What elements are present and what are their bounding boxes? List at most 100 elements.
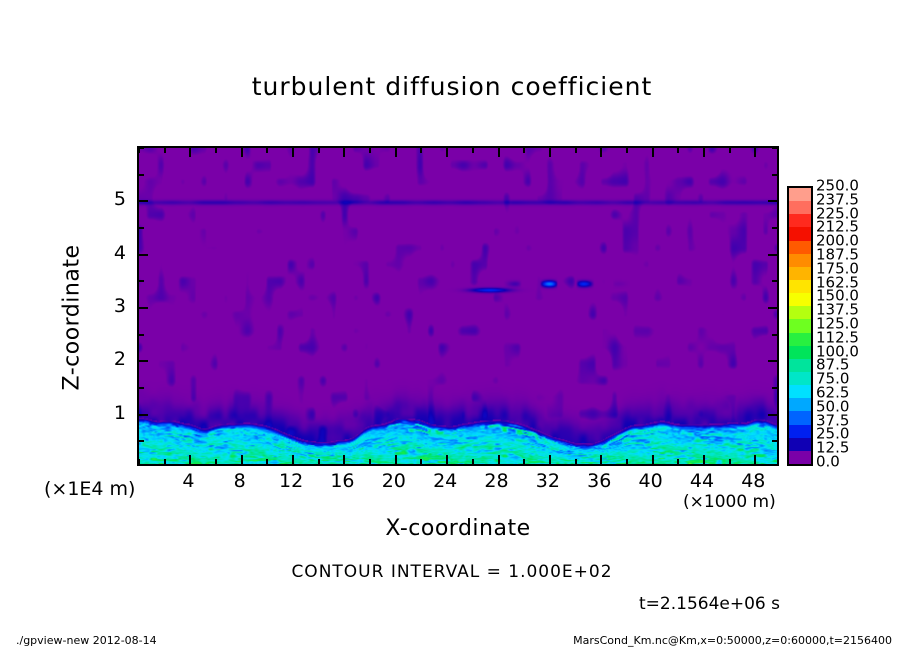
colorbar-band	[789, 306, 811, 320]
colorbar-band	[789, 411, 811, 425]
y-axis-tick	[772, 280, 777, 283]
colorbar-band	[789, 398, 811, 412]
x-axis-tick	[600, 148, 603, 157]
colorbar-band	[789, 358, 811, 372]
x-axis-tick-label: 36	[587, 470, 612, 492]
x-axis-tick	[446, 455, 449, 464]
x-axis-tick	[369, 459, 372, 464]
colorbar-band	[789, 188, 811, 202]
colorbar-tick-label: 250.0	[816, 176, 859, 195]
x-axis-tick	[548, 148, 551, 157]
x-axis-tick	[574, 148, 577, 153]
heatmap-field	[139, 148, 777, 464]
x-axis-tick-label: 16	[330, 470, 355, 492]
colorbar-tick-label: 237.5	[816, 190, 859, 209]
x-axis-tick	[317, 148, 320, 153]
colorbar-band	[789, 371, 811, 386]
y-axis-tick	[772, 148, 777, 149]
x-axis-tick	[139, 459, 140, 464]
y-axis-tick	[139, 387, 144, 389]
x-axis-tick-label: 4	[182, 470, 195, 492]
y-axis-tick-label: 4	[113, 241, 126, 264]
x-axis-tick	[651, 455, 654, 464]
colorbar-band	[789, 437, 811, 451]
colorbar-tick-label: 62.5	[816, 383, 850, 402]
time-stamp: t=2.1564e+06 s	[639, 594, 780, 614]
y-axis-tick	[772, 173, 777, 176]
x-axis-tick	[317, 459, 320, 464]
x-axis-tick	[523, 459, 526, 464]
page-title: turbulent diffusion coefficient	[251, 72, 653, 101]
x-axis-tick	[240, 455, 243, 464]
colorbar-tick-label: 75.0	[816, 369, 850, 388]
colorbar-tick-label: 187.5	[816, 245, 859, 264]
x-axis-tick	[189, 148, 192, 157]
x-axis-unit: (×1000 m)	[683, 492, 776, 512]
x-axis-tick	[369, 148, 372, 153]
x-axis-tick-label: 40	[638, 470, 663, 492]
y-axis-tick	[139, 227, 144, 229]
colorbar-tick-label: 50.0	[816, 397, 850, 416]
colorbar-band	[789, 450, 811, 464]
colorbar-tick-label: 162.5	[816, 273, 859, 292]
colorbar-tick-label: 25.0	[816, 424, 850, 443]
y-axis-tick-label: 2	[113, 348, 126, 371]
y-axis-tick-label: 5	[113, 188, 126, 211]
x-axis-tick	[625, 148, 628, 153]
y-axis-label: Z-coordinate	[59, 244, 85, 391]
y-axis-tick	[772, 440, 777, 443]
colorbar-band	[789, 227, 811, 241]
x-axis-tick	[600, 455, 603, 464]
x-axis-tick-label: 32	[535, 470, 560, 492]
x-axis-tick	[728, 148, 731, 153]
footer-command: ./gpview-new 2012-08-14	[16, 634, 157, 647]
x-axis-tick	[189, 455, 192, 464]
x-axis-tick	[240, 148, 243, 157]
x-axis-tick	[292, 455, 295, 464]
colorbar-tick-label: 175.0	[816, 259, 859, 278]
y-axis-tick	[139, 333, 144, 336]
colorbar-tick-label: 200.0	[816, 231, 859, 250]
y-axis-tick	[768, 413, 777, 416]
x-axis-tick	[625, 459, 628, 464]
y-axis-tick	[139, 440, 144, 443]
x-axis-tick	[523, 148, 526, 153]
x-axis-tick-label: 12	[278, 470, 304, 492]
x-axis-tick	[497, 148, 500, 157]
x-axis-label: X-coordinate	[385, 516, 531, 541]
y-axis-tick	[768, 307, 777, 309]
x-axis-tick	[139, 148, 140, 153]
colorbar-labels: 250.0 237.5 225.0 212.5 200.0 187.5 175.0 162.5…	[816, 178, 896, 469]
y-axis-tick	[768, 360, 777, 363]
y-axis-tick	[139, 307, 148, 309]
colorbar-band	[789, 385, 811, 399]
y-axis-tick	[139, 413, 148, 416]
footer-dataset: MarsCond_Km.nc@Km,x=0:50000,z=0:60000,t=…	[573, 634, 892, 647]
x-axis-tick	[215, 148, 218, 153]
colorbar-tick-label: 12.5	[816, 438, 850, 457]
x-axis-tick	[420, 459, 423, 464]
y-axis-tick	[139, 173, 144, 176]
x-axis-tick-label: 20	[381, 470, 406, 492]
plot-area	[137, 146, 779, 466]
x-axis-tick	[215, 459, 218, 464]
colorbar-tick-label: 212.5	[816, 217, 859, 236]
x-axis-tick	[163, 459, 166, 464]
colorbar-band	[789, 240, 811, 254]
y-axis-tick-label: 1	[113, 401, 126, 424]
x-axis-tick	[702, 148, 705, 157]
contour-interval-note: CONTOUR INTERVAL = 1.000E+02	[291, 562, 613, 582]
colorbar-band	[789, 424, 811, 438]
x-axis-tick	[754, 455, 757, 464]
y-axis-tick	[139, 148, 144, 149]
x-axis-tick	[343, 455, 346, 464]
x-axis-tick	[677, 148, 680, 153]
x-axis-tick-label: 8	[233, 470, 246, 492]
y-axis-tick	[768, 200, 777, 203]
colorbar-tick-label: 112.5	[816, 328, 859, 347]
x-axis-tick-label: 28	[484, 470, 509, 492]
colorbar-tick-label: 137.5	[816, 300, 859, 319]
x-axis-tick	[548, 455, 551, 464]
colorbar-band	[789, 201, 811, 215]
colorbar-band	[789, 345, 811, 359]
